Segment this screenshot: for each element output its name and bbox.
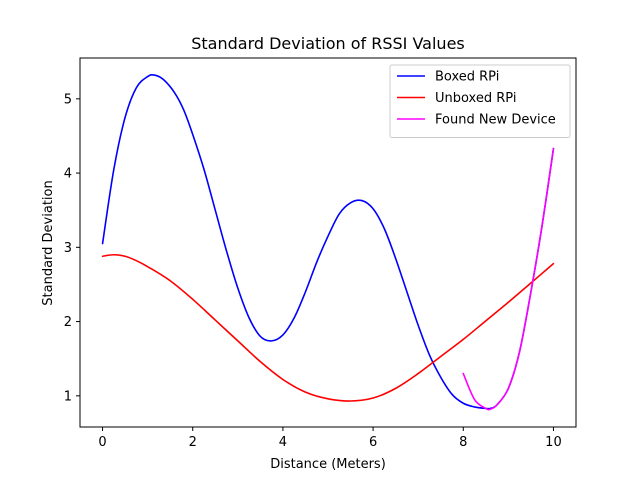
series-line-2 (462, 147, 555, 411)
x-tick-label: 6 (369, 435, 377, 450)
legend-label: Boxed RPi (435, 70, 499, 85)
y-axis: 1 2 3 4 5 (64, 92, 80, 404)
y-tick-label: 1 (64, 389, 72, 404)
x-tick-label: 4 (279, 435, 287, 450)
x-tick-label: 2 (189, 435, 197, 450)
legend: Boxed RPi Unboxed RPi Found New Device (389, 64, 571, 138)
y-tick-label: 3 (64, 241, 72, 256)
y-tick-label: 4 (64, 167, 72, 182)
x-axis: 0 2 4 6 8 10 (98, 427, 562, 450)
legend-label: Unboxed RPi (435, 91, 516, 106)
plot-area-frame (79, 57, 577, 428)
y-tick-label: 5 (64, 92, 72, 107)
y-axis-title: Standard Deviation (41, 180, 56, 305)
x-tick-label: 10 (545, 435, 562, 450)
legend-box (389, 64, 571, 138)
x-axis-title: Distance (Meters) (270, 457, 386, 472)
legend-label: Found New Device (435, 113, 556, 128)
y-tick-label: 2 (64, 315, 72, 330)
series-line-1 (101, 253, 555, 402)
x-tick-label: 8 (459, 435, 467, 450)
series-layer (101, 73, 555, 411)
chart-title: Standard Deviation of RSSI Values (191, 34, 465, 53)
x-tick-label: 0 (98, 435, 106, 450)
